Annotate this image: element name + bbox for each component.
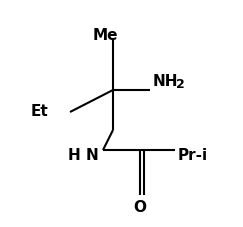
Text: Me: Me (92, 28, 118, 43)
Text: Et: Et (30, 104, 48, 119)
Text: N: N (86, 148, 99, 163)
Text: O: O (133, 200, 147, 215)
Text: Pr-i: Pr-i (178, 148, 208, 163)
Text: H: H (67, 148, 80, 163)
Text: 2: 2 (176, 79, 185, 91)
Text: NH: NH (153, 74, 179, 89)
